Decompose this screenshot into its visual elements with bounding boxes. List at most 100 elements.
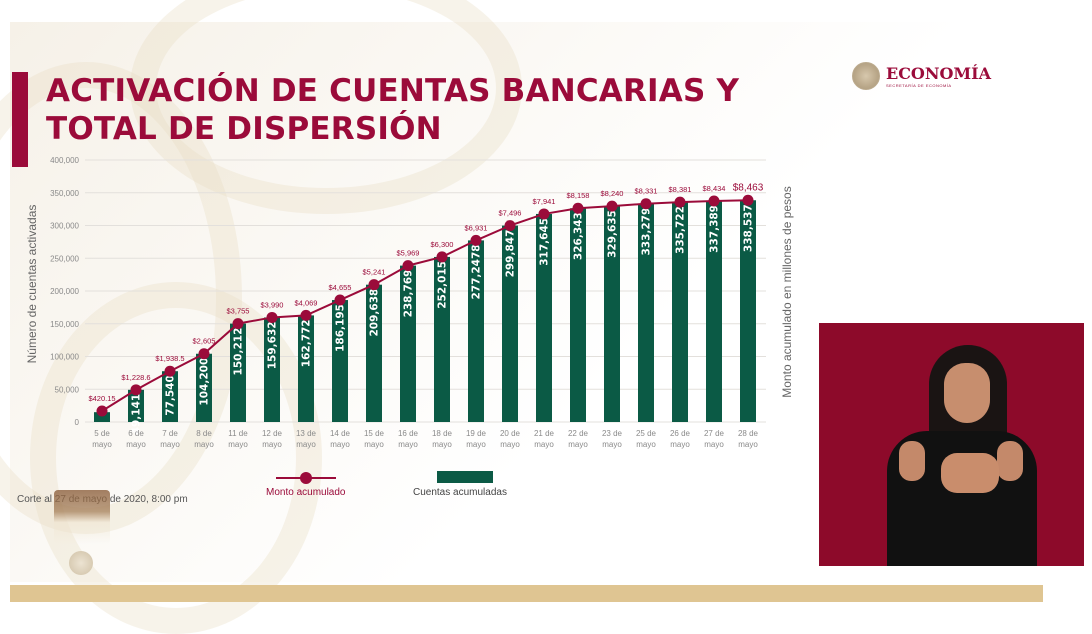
bar-value-label: 252,015 bbox=[437, 261, 449, 309]
legend-bar-swatch bbox=[437, 471, 493, 483]
y-tick-label: 150,000 bbox=[50, 320, 79, 329]
x-tick-label: mayo bbox=[126, 440, 146, 449]
x-tick-label: 8 de bbox=[196, 429, 212, 438]
interpreter-face bbox=[944, 363, 990, 423]
monto-value-label: $1,228.6 bbox=[121, 373, 150, 382]
x-tick-label: mayo bbox=[296, 440, 316, 449]
x-tick-label: mayo bbox=[398, 440, 418, 449]
bar-value-label: 209,638 bbox=[369, 289, 381, 337]
interpreter-arm bbox=[899, 441, 925, 481]
bar-value-label: 337,389 bbox=[709, 205, 721, 253]
bar-value-label: 77,540 bbox=[165, 375, 177, 416]
bar-cuentas bbox=[162, 371, 178, 422]
bar-cuentas bbox=[94, 412, 110, 422]
legend-dot-swatch bbox=[300, 472, 312, 484]
monto-value-label: $8,434 bbox=[703, 184, 726, 193]
y-tick-label: 200,000 bbox=[50, 287, 79, 296]
monto-marker bbox=[538, 208, 550, 220]
x-tick-label: mayo bbox=[364, 440, 384, 449]
monto-value-label: $420.15 bbox=[88, 394, 115, 403]
title-line-1: ACTIVACIÓN DE CUENTAS BANCARIAS Y bbox=[46, 73, 740, 109]
bar-value-label: 329,635 bbox=[607, 210, 619, 258]
monto-value-label: $3,755 bbox=[227, 307, 250, 316]
monto-value-label: $4,069 bbox=[295, 298, 318, 307]
bar-cuentas bbox=[570, 208, 586, 422]
bar-cuentas bbox=[264, 317, 280, 422]
bar-cuentas bbox=[502, 225, 518, 422]
y-axis-label-right: Monto acumulado en millones de pesos bbox=[780, 186, 794, 398]
bar-cuentas bbox=[434, 256, 450, 422]
bar-value-label: 104,200 bbox=[199, 358, 211, 406]
slide-background bbox=[0, 0, 1044, 634]
x-tick-label: 11 de bbox=[228, 429, 248, 438]
x-tick-label: 15 de bbox=[364, 429, 385, 438]
x-tick-label: 19 de bbox=[466, 429, 487, 438]
bar-value-label: 299,847 bbox=[505, 230, 517, 278]
bar-cuentas bbox=[468, 240, 484, 422]
bar-line-chart: 0 50,000 100,000 150,000 200,000 250,000 300,0… bbox=[50, 156, 766, 449]
sign-language-interpreter-video bbox=[819, 323, 1084, 566]
x-tick-label: 20 de bbox=[500, 429, 521, 438]
monto-value-label: $8,240 bbox=[601, 189, 624, 198]
x-tick-label: mayo bbox=[704, 440, 724, 449]
bar-value-label: 159,632 bbox=[267, 321, 279, 369]
monto-value-label: $4,655 bbox=[329, 283, 352, 292]
bar-cuentas bbox=[332, 300, 348, 422]
x-tick-label: 7 de bbox=[162, 429, 178, 438]
monto-marker bbox=[198, 348, 210, 360]
x-tick-label: mayo bbox=[466, 440, 486, 449]
bar-cuentas bbox=[672, 202, 688, 422]
monto-value-label: $1,938.5 bbox=[155, 354, 184, 363]
monto-value-label: $8,331 bbox=[635, 187, 658, 196]
logo-subtext: SECRETARÍA DE ECONOMÍA bbox=[886, 82, 952, 88]
bar-cuentas bbox=[536, 213, 552, 422]
interpreter-hands bbox=[941, 453, 999, 493]
monto-marker bbox=[164, 365, 176, 377]
x-tick-label: 26 de bbox=[670, 429, 691, 438]
economia-logo: ECONOMÍA SECRETARÍA DE ECONOMÍA bbox=[852, 62, 991, 90]
national-seal-icon bbox=[69, 551, 93, 575]
monto-value-label: $8,463 bbox=[733, 182, 764, 193]
x-tick-label: 23 de bbox=[602, 429, 623, 438]
bar-value-label: 335,722 bbox=[675, 206, 687, 254]
x-tick-label: mayo bbox=[160, 440, 180, 449]
monto-line bbox=[101, 199, 749, 412]
x-tick-label: 13 de bbox=[296, 429, 317, 438]
x-tick-label: 21 de bbox=[534, 429, 555, 438]
x-tick-label: 18 de bbox=[432, 429, 453, 438]
x-tick-label: mayo bbox=[636, 440, 656, 449]
bar-cuentas bbox=[366, 284, 382, 422]
x-tick-label: 28 de bbox=[738, 429, 759, 438]
monto-marker bbox=[266, 311, 278, 323]
gobierno-de-mexico-logo bbox=[54, 490, 110, 544]
monto-marker bbox=[674, 196, 686, 208]
y-tick-label: 350,000 bbox=[50, 189, 79, 198]
monto-value-label: $6,300 bbox=[431, 240, 454, 249]
x-tick-label: mayo bbox=[228, 440, 248, 449]
x-tick-label: mayo bbox=[500, 440, 520, 449]
x-tick-label: 16 de bbox=[398, 429, 419, 438]
monto-marker bbox=[334, 294, 346, 306]
monto-marker bbox=[130, 384, 142, 396]
monto-value-label: $2,605 bbox=[193, 337, 216, 346]
monto-marker bbox=[640, 198, 652, 210]
page-title: ACTIVACIÓN DE CUENTAS BANCARIAS Y TOTAL … bbox=[46, 72, 806, 148]
x-tick-label: 14 de bbox=[330, 429, 351, 438]
monto-value-label: $5,241 bbox=[363, 268, 386, 277]
x-tick-label: mayo bbox=[670, 440, 690, 449]
bar-cuentas bbox=[638, 203, 654, 422]
monto-marker bbox=[708, 195, 720, 207]
x-tick-label: 25 de bbox=[636, 429, 657, 438]
x-tick-label: 12 de bbox=[262, 429, 283, 438]
bar-cuentas bbox=[400, 265, 416, 422]
title-line-2: TOTAL DE DISPERSIÓN bbox=[46, 111, 442, 147]
x-tick-label: mayo bbox=[262, 440, 282, 449]
monto-marker bbox=[300, 309, 312, 321]
legend-bar-label: Cuentas acumuladas bbox=[413, 487, 507, 498]
bar-value-label: 49,141 bbox=[131, 394, 143, 435]
title-accent-bar bbox=[12, 72, 28, 167]
interpreter-arm bbox=[997, 441, 1023, 481]
monto-marker bbox=[232, 318, 244, 330]
logo-text: ECONOMÍA bbox=[886, 63, 992, 83]
monto-value-label: $7,496 bbox=[499, 209, 522, 218]
